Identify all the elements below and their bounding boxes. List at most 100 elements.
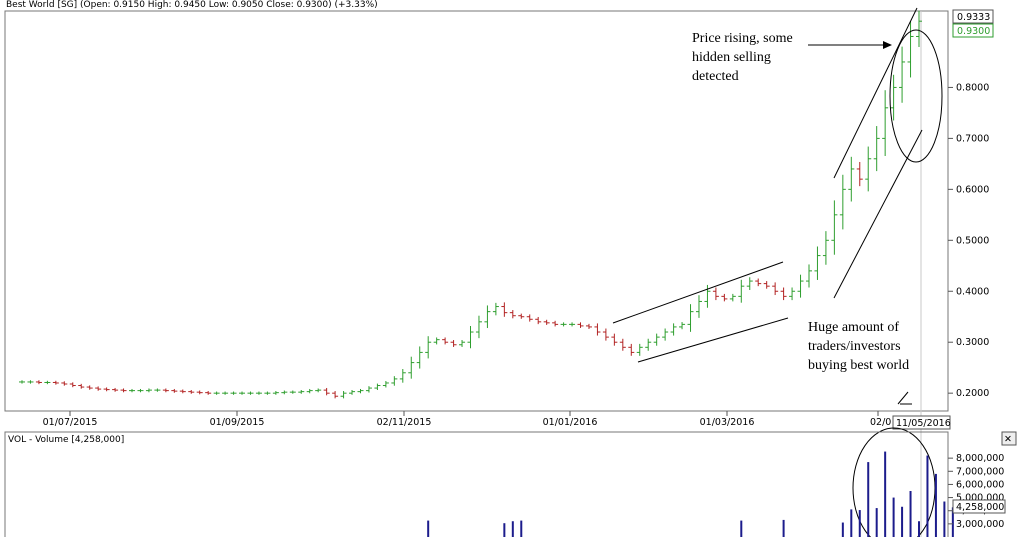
- price-bar: [653, 333, 660, 346]
- price-bar: [357, 388, 364, 394]
- price-axis: 0.2000 0.3000 0.4000 0.5000 0.6000 0.7000 0.80…: [948, 82, 989, 399]
- price-bar: [433, 337, 440, 345]
- trend-upper-line: [833, 7, 918, 179]
- date-marker: 11/05/2016: [896, 418, 951, 429]
- price-bar: [340, 391, 347, 399]
- price-bar: [332, 391, 339, 399]
- price-bar: [179, 389, 186, 394]
- price-bar: [509, 310, 516, 319]
- annotation-top-line-3: detected: [692, 69, 739, 84]
- price-bar: [61, 381, 68, 386]
- volume-bar: [943, 501, 946, 537]
- price-bar: [611, 333, 618, 346]
- price-bar: [281, 390, 288, 395]
- x-tick-label: 01/09/2015: [210, 417, 265, 428]
- price-bar: [171, 388, 178, 393]
- price-bar: [129, 388, 136, 393]
- price-series: [19, 10, 922, 399]
- price-bar: [543, 319, 550, 325]
- volume-tick-label: 6,000,000: [956, 479, 1004, 490]
- price-bar: [391, 376, 398, 386]
- price-bar: [899, 46, 906, 103]
- price-bar: [805, 264, 812, 288]
- price-bar: [679, 322, 686, 330]
- price-bar: [188, 390, 195, 394]
- price-bar: [577, 322, 584, 328]
- volume-bar: [511, 521, 514, 537]
- volume-bar: [782, 519, 785, 537]
- trend-lower-line: [833, 129, 923, 299]
- x-tick-label: 02/0: [870, 417, 891, 428]
- volume-marker-box: [952, 499, 1006, 514]
- x-tick-label: 01/01/2016: [543, 417, 598, 428]
- price-bar: [145, 388, 152, 393]
- price-bar: [890, 74, 897, 121]
- volume-axis: 3,000,0004,000,0005,000,0006,000,0007,00…: [948, 453, 1004, 530]
- price-bar: [289, 390, 296, 394]
- price-bar: [349, 389, 356, 395]
- price-bar: [865, 146, 872, 192]
- price-bar: [120, 388, 127, 393]
- price-bar: [298, 389, 305, 394]
- price-bar: [467, 325, 474, 349]
- price-bar: [602, 328, 609, 341]
- annotation-bottom-line-1: Huge amount of: [808, 320, 899, 335]
- price-bar: [52, 380, 59, 385]
- volume-bar: [926, 455, 929, 537]
- price-bar: [27, 380, 34, 384]
- volume-close-button[interactable]: ✕: [1001, 431, 1017, 446]
- price-panel-frame: [4, 10, 949, 412]
- annotation-bottom-line-3: buying best world: [808, 358, 909, 373]
- y-tick-label: 0.6000: [956, 184, 989, 195]
- price-bar: [205, 391, 212, 395]
- date-axis: 01/07/2015 01/09/2015 02/11/2015 01/01/2016…: [43, 411, 891, 428]
- volume-bar: [867, 462, 870, 537]
- x-tick-label: 02/11/2015: [377, 417, 432, 428]
- close-icon[interactable]: ✕: [1004, 434, 1012, 445]
- volume-bar: [875, 508, 878, 537]
- price-bar: [239, 391, 246, 395]
- y-tick-label: 0.5000: [956, 235, 989, 246]
- price-bar: [450, 340, 457, 347]
- price-bar: [44, 380, 51, 385]
- price-bar: [162, 388, 169, 393]
- chart-title: Best World [SG] (Open: 0.9150 High: 0.94…: [6, 0, 378, 10]
- price-bar: [442, 337, 449, 345]
- price-bar: [662, 328, 669, 341]
- price-bar: [323, 387, 330, 396]
- volume-tick-label: 7,000,000: [956, 466, 1004, 477]
- price-bar: [112, 387, 119, 392]
- price-bar: [763, 281, 770, 289]
- price-bar: [560, 322, 567, 327]
- volume-bar: [427, 520, 430, 537]
- high-marker: 0.9333: [957, 12, 990, 23]
- y-tick-label: 0.4000: [956, 286, 989, 297]
- high-marker-box: [952, 9, 994, 24]
- price-bar: [475, 315, 482, 339]
- x-tick-label: 01/07/2015: [43, 417, 98, 428]
- volume-bar: [841, 522, 844, 537]
- price-bar: [382, 381, 389, 388]
- price-bar: [272, 391, 279, 395]
- y-tick-label: 0.8000: [956, 82, 989, 93]
- price-bar: [839, 174, 846, 230]
- volume-title: VOL - Volume [4,258,000]: [8, 435, 124, 445]
- price-bar: [882, 90, 889, 156]
- price-bar: [459, 340, 466, 347]
- volume-bar: [884, 451, 887, 537]
- price-bar: [873, 126, 880, 172]
- volume-panel-frame: [4, 431, 949, 537]
- price-bar: [86, 385, 93, 390]
- price-bar: [856, 161, 863, 187]
- volume-bar: [740, 520, 743, 537]
- price-bar: [213, 391, 220, 395]
- price-bar: [264, 391, 271, 395]
- last-price-marker: 0.9300: [957, 26, 990, 37]
- volume-bar: [858, 510, 861, 537]
- price-ellipse: [889, 29, 943, 163]
- price-bar: [492, 302, 499, 316]
- y-tick-label: 0.3000: [956, 337, 989, 348]
- channel-lower-line: [637, 317, 789, 363]
